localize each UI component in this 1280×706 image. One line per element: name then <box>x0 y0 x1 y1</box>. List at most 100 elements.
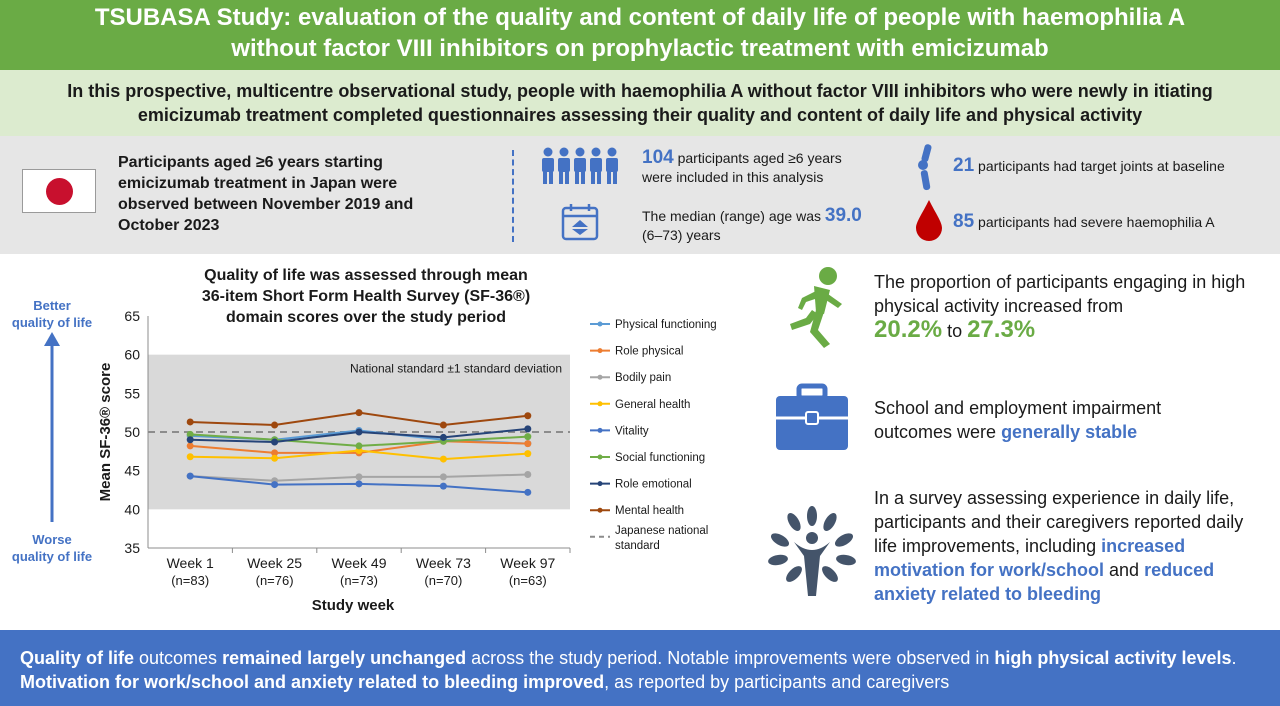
series-point <box>524 471 532 479</box>
series-point <box>439 473 447 481</box>
legend-label: Bodily pain <box>615 372 671 384</box>
series-point <box>439 433 447 441</box>
calendar-icon <box>561 204 599 241</box>
series-point <box>524 488 532 496</box>
subtitle-line-1: In this prospective, multicentre observa… <box>67 81 1213 101</box>
summary-band: Quality of life outcomes remained largel… <box>0 630 1280 706</box>
series-point <box>271 449 279 457</box>
x-tick-label: Week 97 <box>500 555 555 571</box>
series-point <box>186 472 194 480</box>
worse-label: quality of life <box>12 549 92 564</box>
activity-from: 20.2% <box>874 316 943 343</box>
target-joints-stat: 21 participants had target joints at bas… <box>953 156 1273 176</box>
y-tick-label: 65 <box>124 308 140 324</box>
y-tick-label: 45 <box>124 463 140 479</box>
series-point <box>271 421 279 429</box>
sf36-line-chart: Quality of life was assessed through mea… <box>12 267 717 614</box>
divider <box>512 150 514 242</box>
participants-text-b: were included in this analysis <box>642 169 824 185</box>
running-person-icon <box>790 267 842 348</box>
series-point <box>439 482 447 490</box>
series-point <box>439 421 447 429</box>
tree-person-icon <box>768 506 856 596</box>
legend-label: General health <box>615 399 690 411</box>
x-axis-label: Study week <box>312 597 395 614</box>
survey-and: and <box>1104 560 1145 580</box>
band-label: National standard ±1 standard deviation <box>350 362 562 376</box>
series-point <box>186 418 194 426</box>
severe-text: participants had severe haemophilia A <box>974 214 1215 230</box>
legend-marker <box>597 348 603 354</box>
series-point <box>355 409 363 417</box>
briefcase-icon <box>776 383 848 450</box>
series-point <box>524 425 532 433</box>
school-block: School and employment impairment outcome… <box>874 396 1234 444</box>
legend-label-reference: Japanese national <box>615 525 708 537</box>
series-point <box>271 438 279 446</box>
summary-bold-1: Quality of life <box>20 648 135 668</box>
legend-marker <box>597 481 603 487</box>
info-band: Participants aged ≥6 years starting emic… <box>0 136 1280 254</box>
legend-label: Role emotional <box>615 479 692 491</box>
series-point <box>186 453 194 461</box>
better-label: quality of life <box>12 315 92 330</box>
target-joints-value: 21 <box>953 155 975 176</box>
y-tick-label: 60 <box>124 347 140 363</box>
severe-stat: 85 participants had severe haemophilia A <box>953 212 1273 232</box>
blood-drop-icon <box>916 200 942 241</box>
activity-block: The proportion of participants engaging … <box>874 270 1274 343</box>
participants-value: 104 <box>642 147 674 168</box>
summary-bold-4: Motivation for work/school and anxiety r… <box>20 672 605 692</box>
series-point <box>355 428 363 436</box>
japan-flag-icon <box>22 169 96 213</box>
participants-stat: 104 participants aged ≥6 years were incl… <box>642 148 902 187</box>
legend-label: Mental health <box>615 505 684 517</box>
chart-title-line: Quality of life was assessed through mea… <box>204 267 528 284</box>
series-point <box>524 412 532 420</box>
subtitle-band: In this prospective, multicentre observa… <box>0 70 1280 136</box>
activity-text: The proportion of participants engaging … <box>874 272 1246 316</box>
legend-label-reference: standard <box>615 540 660 552</box>
chart-area: Quality of life was assessed through mea… <box>0 254 740 630</box>
legend-marker <box>597 401 603 407</box>
activity-to-word: to <box>942 321 968 341</box>
x-tick-sublabel: (n=83) <box>171 573 209 588</box>
participants-text-a: participants aged ≥6 years <box>673 150 842 166</box>
x-tick-sublabel: (n=63) <box>509 573 547 588</box>
legend-label: Social functioning <box>615 452 705 464</box>
legend-marker <box>597 321 603 327</box>
x-tick-label: Week 49 <box>332 555 387 571</box>
series-point <box>524 433 532 441</box>
age-stat: The median (range) age was 39.0 (6–73) y… <box>642 206 912 245</box>
age-text: The median (range) age was <box>642 208 825 224</box>
x-tick-label: Week 73 <box>416 555 471 571</box>
series-point <box>355 480 363 488</box>
summary-text-4: , as reported by participants and caregi… <box>604 672 950 692</box>
x-tick-label: Week 25 <box>247 555 302 571</box>
y-tick-label: 55 <box>124 385 140 401</box>
legend-marker <box>597 454 603 460</box>
x-tick-sublabel: (n=70) <box>424 573 462 588</box>
age-range: (6–73) years <box>642 227 721 243</box>
school-text: School and employment impairment outcome… <box>874 398 1162 442</box>
x-tick-sublabel: (n=76) <box>256 573 294 588</box>
age-value: 39.0 <box>824 205 862 226</box>
summary-bold-2: remained largely unchanged <box>222 648 467 668</box>
school-highlight: generally stable <box>1001 422 1138 442</box>
series-point <box>439 455 447 463</box>
summary-text-1: outcomes <box>134 648 223 668</box>
summary-text-2: across the study period. Notable improve… <box>466 648 995 668</box>
y-axis-label: Mean SF-36® score <box>97 363 114 502</box>
series-point <box>524 440 532 448</box>
summary-bold-3: high physical activity levels <box>994 648 1232 668</box>
better-label: Better <box>33 298 71 313</box>
activity-to: 27.3% <box>967 316 1036 343</box>
series-point <box>355 473 363 481</box>
worse-label: Worse <box>32 532 72 547</box>
y-tick-label: 35 <box>124 540 140 556</box>
legend-marker <box>597 427 603 433</box>
series-point <box>186 430 194 438</box>
survey-block: In a survey assessing experience in dail… <box>874 486 1264 606</box>
chart-title-line: domain scores over the study period <box>226 309 506 326</box>
series-point <box>186 436 194 444</box>
